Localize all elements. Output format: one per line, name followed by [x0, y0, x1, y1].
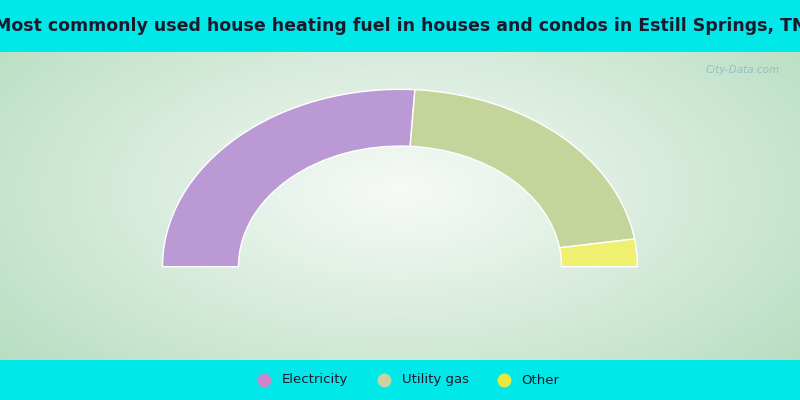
Text: Other: Other — [522, 374, 560, 386]
Text: City-Data.com: City-Data.com — [706, 65, 780, 75]
Wedge shape — [559, 239, 638, 267]
Wedge shape — [162, 89, 415, 267]
Text: Utility gas: Utility gas — [402, 374, 469, 386]
Text: Most commonly used house heating fuel in houses and condos in Estill Springs, TN: Most commonly used house heating fuel in… — [0, 17, 800, 35]
Wedge shape — [410, 90, 634, 248]
Text: Electricity: Electricity — [282, 374, 348, 386]
